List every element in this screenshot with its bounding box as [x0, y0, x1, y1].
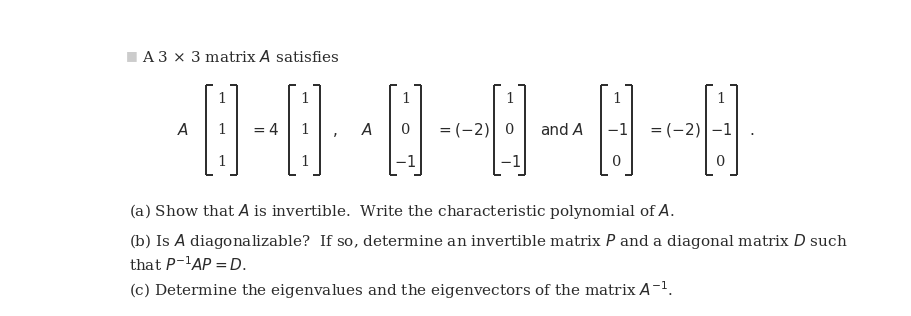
Text: 0: 0: [506, 123, 515, 137]
Text: $= 4$: $= 4$: [251, 122, 280, 138]
Text: 1: 1: [300, 155, 309, 169]
Text: ,: ,: [333, 123, 338, 138]
Text: and: and: [540, 123, 569, 138]
Text: 0: 0: [716, 155, 726, 169]
Text: 1: 1: [300, 123, 309, 137]
Text: 1: 1: [716, 92, 726, 106]
Text: $-1$: $-1$: [394, 154, 416, 170]
Text: $= (-2)$: $= (-2)$: [647, 121, 701, 139]
Text: $-1$: $-1$: [710, 122, 732, 138]
Text: 1: 1: [401, 92, 410, 106]
Text: A 3 × 3 matrix $A$ satisfies: A 3 × 3 matrix $A$ satisfies: [142, 49, 340, 65]
Text: $A$: $A$: [572, 122, 584, 138]
Text: (b) Is $A$ diagonalizable?  If so, determine an invertible matrix $P$ and a diag: (b) Is $A$ diagonalizable? If so, determ…: [129, 232, 848, 251]
Text: ■: ■: [126, 49, 138, 62]
Text: 1: 1: [218, 155, 227, 169]
Text: 1: 1: [612, 92, 621, 106]
Text: 0: 0: [612, 155, 621, 169]
Text: 1: 1: [300, 92, 309, 106]
Text: 1: 1: [218, 92, 227, 106]
Text: $= (-2)$: $= (-2)$: [435, 121, 489, 139]
Text: $-1$: $-1$: [606, 122, 628, 138]
Text: 0: 0: [401, 123, 410, 137]
Text: 1: 1: [506, 92, 515, 106]
Text: 1: 1: [218, 123, 227, 137]
Text: $-1$: $-1$: [499, 154, 521, 170]
Text: $A$: $A$: [361, 122, 374, 138]
Text: .: .: [750, 123, 754, 138]
Text: $A$: $A$: [178, 122, 189, 138]
Text: (a) Show that $A$ is invertible.  Write the characteristic polynomial of $A$.: (a) Show that $A$ is invertible. Write t…: [129, 202, 675, 222]
Text: (c) Determine the eigenvalues and the eigenvectors of the matrix $A^{-1}$.: (c) Determine the eigenvalues and the ei…: [129, 280, 673, 301]
Text: that $P^{-1}AP = D$.: that $P^{-1}AP = D$.: [129, 255, 248, 274]
